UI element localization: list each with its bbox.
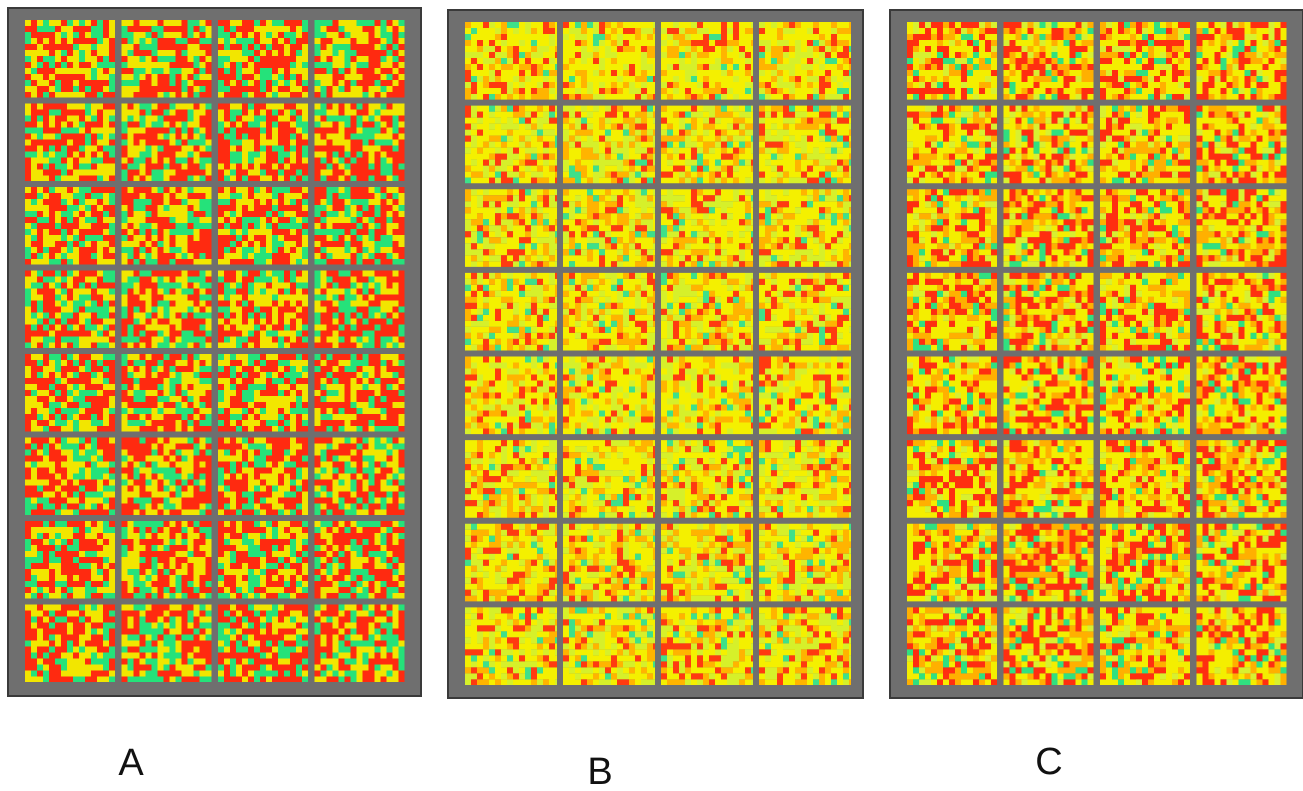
microarray-panel [890,10,1303,698]
arrays [8,8,1303,698]
panel-label: B [587,751,612,791]
microarray-panel [448,10,863,698]
microarray-panel [8,8,421,696]
panel-label: A [118,742,144,784]
panel-label: C [1035,741,1062,783]
figure: A B C [0,0,1303,791]
